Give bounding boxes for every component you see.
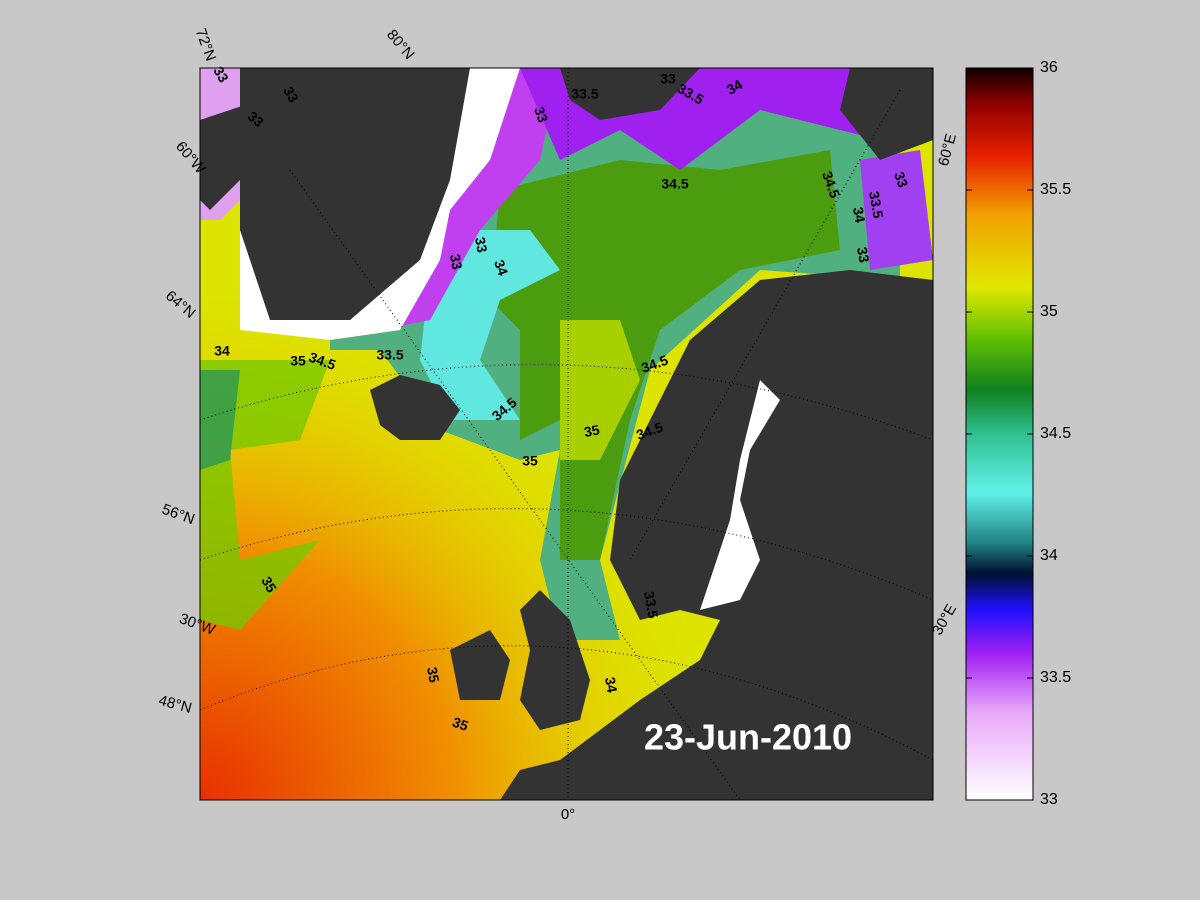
purple-east: [860, 150, 933, 270]
contour-label: 33: [891, 170, 911, 190]
colorbar-tick-label: 34: [1040, 547, 1058, 564]
graticule-label: 0°: [561, 806, 575, 823]
contour-label: 33: [660, 71, 676, 87]
contour-label: 33: [280, 84, 302, 106]
contour-label: 33.5: [571, 86, 598, 102]
contour-label: 35: [450, 714, 470, 734]
britain: [520, 590, 590, 730]
graticule: [200, 508, 933, 601]
novaya-zemlya: [840, 68, 933, 160]
contour-label: 34: [491, 258, 511, 278]
teal-water: [200, 370, 240, 470]
contour-label: 33: [854, 246, 872, 264]
contour-label: 35: [424, 666, 442, 684]
colorbar: [965, 67, 1034, 801]
colorbar-tick-label: 33.5: [1040, 669, 1071, 686]
contour-label: 34: [850, 206, 868, 224]
colorbar-tick-label: 35.5: [1040, 181, 1071, 198]
baffin: [200, 100, 260, 210]
colorbar-tick-label: 34.5: [1040, 425, 1071, 442]
map-frame: [199, 67, 934, 801]
svalbard: [560, 68, 700, 120]
scandinavia-europe: [500, 270, 933, 800]
contour-label: 34: [602, 676, 620, 694]
baltic: [700, 380, 780, 610]
contour-label: 33.5: [866, 190, 887, 220]
yellow-green-region: [560, 320, 640, 460]
iceland: [370, 375, 460, 440]
contour-label: 33: [447, 253, 465, 271]
contour-label: 33: [531, 105, 551, 125]
colorbar-tick-label: 33: [1040, 791, 1058, 808]
contour-label: 35: [290, 353, 306, 369]
contour-label: 35: [583, 421, 601, 439]
contour-label: 33: [472, 236, 490, 254]
contour-label: 33.5: [641, 590, 662, 620]
colorbar-tick-label: 36: [1040, 59, 1058, 76]
contour-label: 34: [214, 343, 230, 359]
date-label: 23-Jun-2010: [644, 717, 852, 758]
greenland: [240, 68, 470, 320]
ireland: [450, 630, 510, 700]
contour-label: 34.5: [661, 176, 688, 192]
contour-label: 33: [210, 64, 232, 86]
contour-label: 35: [258, 574, 280, 596]
contour-label: 33.5: [376, 347, 403, 363]
contour-label: 34: [724, 76, 746, 98]
cyan-region: [420, 230, 560, 420]
colorbar-tick-label: 35: [1040, 303, 1058, 320]
contour-label: 35: [522, 453, 538, 469]
map: [200, 68, 933, 800]
graticule: [200, 364, 933, 441]
